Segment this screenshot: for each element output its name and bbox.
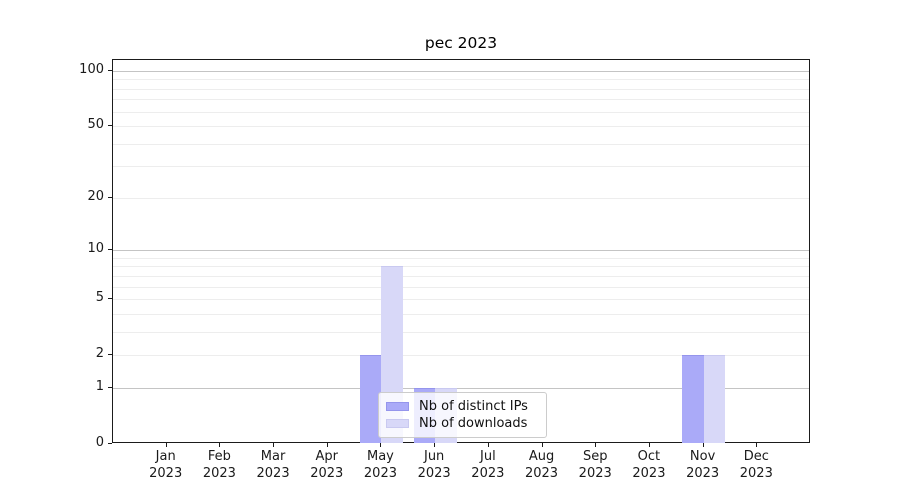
x-tick-label-apr: Apr 2023 bbox=[310, 449, 344, 481]
y-tick-mark-50 bbox=[108, 125, 112, 127]
gridline-y-70 bbox=[113, 99, 809, 101]
y-tick-label-10: 10 bbox=[87, 241, 104, 257]
gridline-y-80 bbox=[113, 88, 809, 90]
x-tick-mark-may bbox=[380, 443, 382, 447]
gridline-y-90 bbox=[113, 79, 809, 81]
y-tick-mark-10 bbox=[108, 249, 112, 251]
x-tick-label-jul: Jul 2023 bbox=[471, 449, 505, 481]
x-tick-label-nov: Nov 2023 bbox=[686, 449, 720, 481]
gridline-y-60 bbox=[113, 111, 809, 113]
legend: Nb of distinct IPs Nb of downloads bbox=[378, 392, 547, 438]
x-tick-mark-feb bbox=[219, 443, 221, 447]
y-tick-mark-100 bbox=[108, 70, 112, 71]
y-tick-label-2: 2 bbox=[95, 346, 104, 362]
gridline-y-4 bbox=[113, 313, 809, 315]
chart-title: pec 2023 bbox=[424, 34, 498, 52]
x-tick-label-jun: Jun 2023 bbox=[417, 449, 451, 481]
gridline-y-10 bbox=[113, 250, 809, 252]
gridline-y-50 bbox=[113, 126, 809, 128]
x-tick-mark-oct bbox=[648, 443, 650, 447]
y-tick-mark-1 bbox=[108, 386, 112, 388]
x-tick-mark-dec bbox=[756, 443, 758, 447]
bar-distinct-ips-may bbox=[359, 355, 382, 443]
legend-item-downloads: Nb of downloads bbox=[386, 415, 538, 432]
gridline-y-7 bbox=[113, 275, 809, 277]
y-tick-label-5: 5 bbox=[95, 290, 104, 306]
y-tick-label-20: 20 bbox=[87, 188, 104, 204]
legend-label-downloads: Nb of downloads bbox=[419, 416, 528, 431]
y-tick-mark-0 bbox=[108, 443, 112, 444]
gridline-y-20 bbox=[113, 197, 809, 199]
x-tick-mark-sep bbox=[595, 443, 597, 447]
y-tick-mark-20 bbox=[108, 196, 112, 198]
x-tick-mark-nov bbox=[702, 443, 704, 447]
x-tick-mark-jun bbox=[434, 443, 436, 447]
gridline-y-5 bbox=[113, 299, 809, 301]
y-tick-mark-2 bbox=[108, 354, 112, 356]
gridline-y-3 bbox=[113, 331, 809, 333]
gridline-y-1 bbox=[113, 387, 809, 389]
bar-distinct-ips-nov bbox=[682, 355, 704, 443]
y-tick-label-0: 0 bbox=[95, 435, 104, 450]
x-tick-mark-jul bbox=[487, 443, 489, 447]
y-tick-label-100: 100 bbox=[79, 62, 104, 77]
x-tick-label-dec: Dec 2023 bbox=[739, 449, 773, 481]
x-tick-mark-jan bbox=[165, 443, 167, 447]
legend-item-distinct-ips: Nb of distinct IPs bbox=[386, 398, 538, 415]
x-tick-label-mar: Mar 2023 bbox=[256, 449, 290, 481]
x-tick-mark-aug bbox=[541, 443, 543, 447]
x-tick-label-feb: Feb 2023 bbox=[202, 449, 236, 481]
gridline-y-9 bbox=[113, 257, 809, 259]
legend-swatch-downloads-icon bbox=[386, 419, 409, 428]
gridline-y-40 bbox=[113, 143, 809, 145]
gridline-y-30 bbox=[113, 166, 809, 168]
x-tick-mark-apr bbox=[326, 443, 328, 447]
gridline-y-100 bbox=[113, 71, 809, 72]
gridline-y-6 bbox=[113, 286, 809, 288]
x-tick-label-jan: Jan 2023 bbox=[149, 449, 183, 481]
y-tick-label-50: 50 bbox=[87, 117, 104, 133]
x-tick-label-sep: Sep 2023 bbox=[578, 449, 612, 481]
plot-area bbox=[112, 59, 810, 443]
legend-label-distinct-ips: Nb of distinct IPs bbox=[419, 399, 528, 414]
bar-downloads-nov bbox=[703, 355, 726, 443]
x-tick-label-may: May 2023 bbox=[363, 449, 397, 481]
x-tick-mark-mar bbox=[273, 443, 275, 447]
legend-swatch-distinct-ips-icon bbox=[386, 402, 409, 411]
gridline-y-8 bbox=[113, 266, 809, 268]
x-tick-label-aug: Aug 2023 bbox=[524, 449, 559, 481]
x-tick-label-oct: Oct 2023 bbox=[632, 449, 666, 481]
gridline-y-2 bbox=[113, 355, 809, 357]
y-tick-label-1: 1 bbox=[95, 378, 104, 394]
y-tick-mark-5 bbox=[108, 298, 112, 300]
